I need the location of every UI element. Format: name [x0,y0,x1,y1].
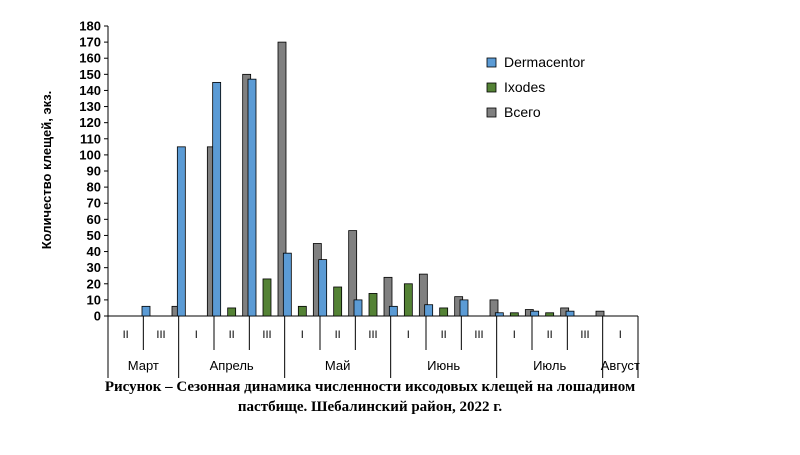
y-tick-label: 130 [79,99,101,114]
bars [141,41,605,317]
bar-ixodes [227,307,237,317]
month-label: Май [325,358,350,373]
figure-caption: Рисунок – Сезонная динамика численности … [0,377,740,417]
y-tick-label: 70 [87,196,101,211]
bar-dermacentor [565,310,575,317]
month-label: Март [128,358,159,373]
period-label: II [441,329,447,341]
caption-line-2: пастбище. Шебалинский район, 2022 г. [237,399,503,415]
bar-dermacentor [388,305,398,317]
bar-ixodes [509,312,519,317]
period-label: II [547,329,553,341]
legend: Dermacentor Ixodes Всего [486,54,585,120]
y-axis-title: Количество клещей, экз. [39,91,54,250]
bar-всего [383,276,393,317]
y-tick-label: 100 [79,147,101,162]
y-tick-label: 150 [79,67,101,82]
y-tick-label: 0 [94,309,101,324]
y-tick-label: 170 [79,35,101,50]
bar-всего [277,41,287,317]
legend-swatch-ixodes [486,82,497,93]
bar-dermacentor [353,299,363,317]
bar-ixodes [403,283,413,317]
y-tick-label: 10 [87,292,101,307]
bar-всего [418,273,428,317]
bar-ixodes [262,278,272,317]
period-label: I [301,329,304,341]
bar-dermacentor [424,304,434,317]
bar-всего [595,310,605,317]
y-tick-label: 20 [87,276,101,291]
period-label: II [123,329,129,341]
bar-всего [489,299,499,317]
legend-label: Ixodes [504,79,545,95]
caption-line-1: Рисунок – Сезонная динамика численности … [104,379,636,395]
bar-dermacentor [318,259,328,317]
bar-dermacentor [530,310,540,317]
period-label: I [407,329,410,341]
y-tick-label: 110 [80,131,101,146]
period-label: II [335,329,341,341]
legend-swatch-dermacentor [486,57,497,68]
month-label: Август [601,358,640,373]
y-tick-label: 180 [79,19,101,34]
bar-dermacentor [141,305,151,317]
y-tick-label: 120 [79,115,101,130]
bar-dermacentor [282,252,292,317]
legend-label: Dermacentor [504,54,585,70]
bar-ixodes [545,312,555,317]
y-tick-label: 30 [87,260,101,275]
period-label: I [513,329,516,341]
y-tick-label: 160 [79,51,101,66]
period-label: I [195,329,198,341]
y-tick-label: 60 [87,212,101,227]
bar-dermacentor [176,146,186,317]
period-label: III [474,329,483,341]
month-label: Июль [533,358,566,373]
y-tick-label: 140 [79,83,101,98]
y-tick-label: 80 [87,180,101,195]
period-label: I [619,329,622,341]
bar-dermacentor [459,299,469,317]
bar-ixodes [297,305,307,317]
month-label: Июнь [427,358,460,373]
bar-ixodes [368,293,378,317]
bar-dermacentor [494,312,504,317]
bar-ixodes [333,286,343,317]
bar-ixodes [439,307,449,317]
y-tick-label: 90 [87,164,101,179]
bar-dermacentor [212,81,222,317]
bar-всего [348,230,358,317]
period-label: III [156,329,165,341]
legend-swatch-всего [486,107,497,118]
period-label: II [229,329,235,341]
month-label: Апрель [210,358,254,373]
period-label: III [368,329,377,341]
y-tick-label: 50 [87,228,101,243]
y-tick-label: 40 [87,244,101,259]
bar-dermacentor [247,78,257,317]
period-label: III [262,329,271,341]
period-label: III [580,329,589,341]
legend-label: Всего [504,104,541,120]
